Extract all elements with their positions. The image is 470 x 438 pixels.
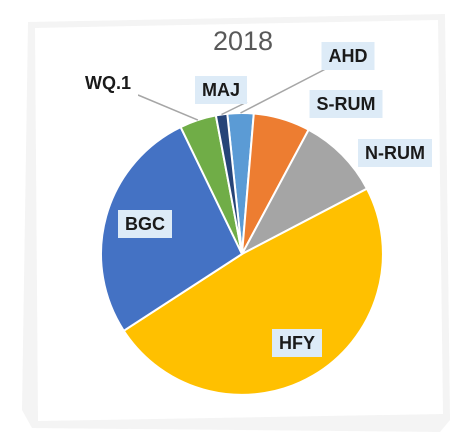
data-labels: AHD S-RUM N-RUM HFY BGC WQ.1 MAJ (78, 42, 432, 357)
pie-slice-n-rum (239, 128, 369, 257)
data-label-box-hfy (272, 329, 322, 357)
data-label-box-ahd (321, 42, 375, 70)
data-label-wq-1: WQ.1 (85, 73, 131, 93)
leader-line-ahd (240, 67, 328, 114)
data-label-box-n-rum (358, 139, 432, 167)
data-label-hfy: HFY (279, 333, 315, 353)
data-label-s-rum: S-RUM (317, 94, 376, 114)
pie-slices (100, 112, 384, 396)
data-label-ahd: AHD (329, 46, 368, 66)
leader-line-wq-1 (137, 94, 199, 121)
data-label-box-maj (195, 76, 247, 104)
data-label-box-s-rum (309, 90, 383, 118)
leader-line-maj (221, 101, 248, 116)
data-label-bgc: BGC (125, 214, 165, 234)
data-label-n-rum: N-RUM (365, 143, 425, 163)
chart-title: 2018 (213, 26, 273, 56)
leader-lines (137, 67, 328, 121)
data-label-box-wq-1 (78, 69, 138, 97)
data-label-box-bgc (118, 210, 172, 238)
data-label-maj: MAJ (202, 80, 240, 100)
